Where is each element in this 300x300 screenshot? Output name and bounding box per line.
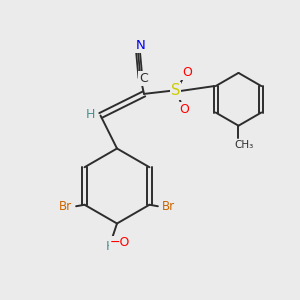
Text: C: C	[139, 72, 148, 85]
Text: O: O	[182, 66, 192, 79]
Text: O: O	[179, 103, 189, 116]
Text: S: S	[171, 83, 180, 98]
Text: H: H	[86, 107, 96, 121]
Text: Br: Br	[161, 200, 175, 213]
Text: N: N	[136, 39, 145, 52]
Text: H: H	[106, 240, 115, 254]
Text: −O: −O	[110, 236, 130, 250]
Text: CH₃: CH₃	[234, 140, 254, 150]
Text: Br: Br	[59, 200, 73, 213]
